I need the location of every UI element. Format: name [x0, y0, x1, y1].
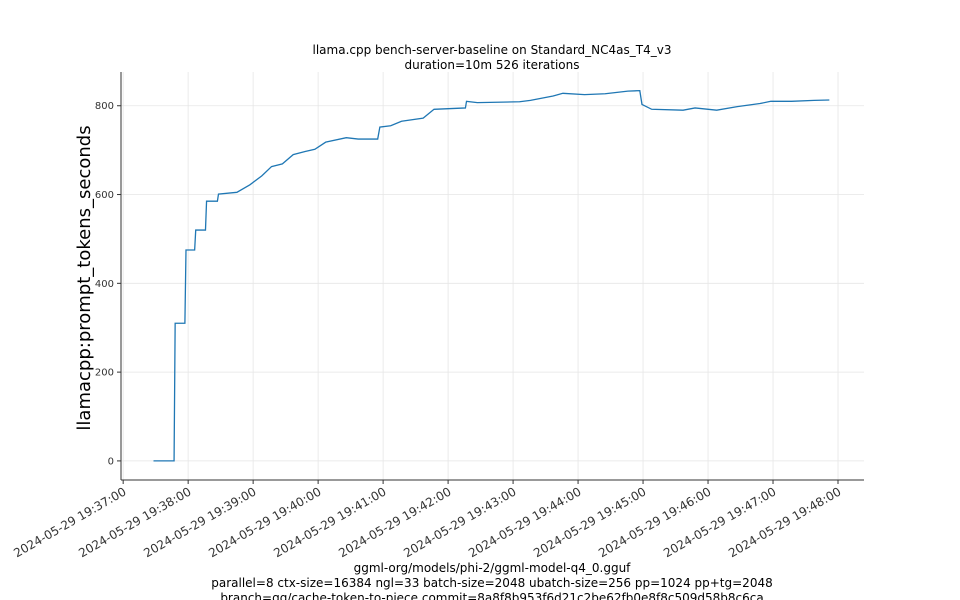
y-axis-label: llamacpp:prompt_tokens_seconds — [74, 125, 95, 430]
x-tick-label: 2024-05-29 19:43:00 — [401, 484, 518, 560]
y-tick-label: 200 — [95, 368, 114, 379]
x-tick-label: 2024-05-29 19:38:00 — [76, 484, 193, 560]
x-tick-label: 2024-05-29 19:37:00 — [11, 484, 128, 560]
x-tick-label: 2024-05-29 19:41:00 — [271, 484, 388, 560]
y-tick-label: 600 — [95, 190, 114, 201]
y-tick-label: 400 — [95, 279, 114, 290]
footer-line: parallel=8 ctx-size=16384 ngl=33 batch-s… — [211, 576, 772, 590]
x-tick-label: 2024-05-29 19:40:00 — [206, 484, 323, 560]
y-tick-label: 0 — [108, 456, 114, 467]
x-tick-label: 2024-05-29 19:45:00 — [531, 484, 648, 560]
chart-title: llama.cpp bench-server-baseline on Stand… — [313, 43, 672, 57]
x-tick-label: 2024-05-29 19:42:00 — [336, 484, 453, 560]
x-tick-label: 2024-05-29 19:44:00 — [466, 484, 583, 560]
x-tick-label: 2024-05-29 19:48:00 — [726, 484, 843, 560]
x-tick-label: 2024-05-29 19:46:00 — [596, 484, 713, 560]
x-tick-label: 2024-05-29 19:47:00 — [661, 484, 778, 560]
data-line — [153, 89, 830, 462]
y-tick-label: 800 — [95, 101, 114, 112]
chart-subtitle: duration=10m 526 iterations — [405, 58, 580, 72]
x-tick-label: 2024-05-29 19:39:00 — [141, 484, 258, 560]
footer-line: branch=gg/cache-token-to-piece commit=8a… — [220, 591, 763, 600]
footer-line: ggml-org/models/phi-2/ggml-model-q4_0.gg… — [354, 561, 632, 575]
